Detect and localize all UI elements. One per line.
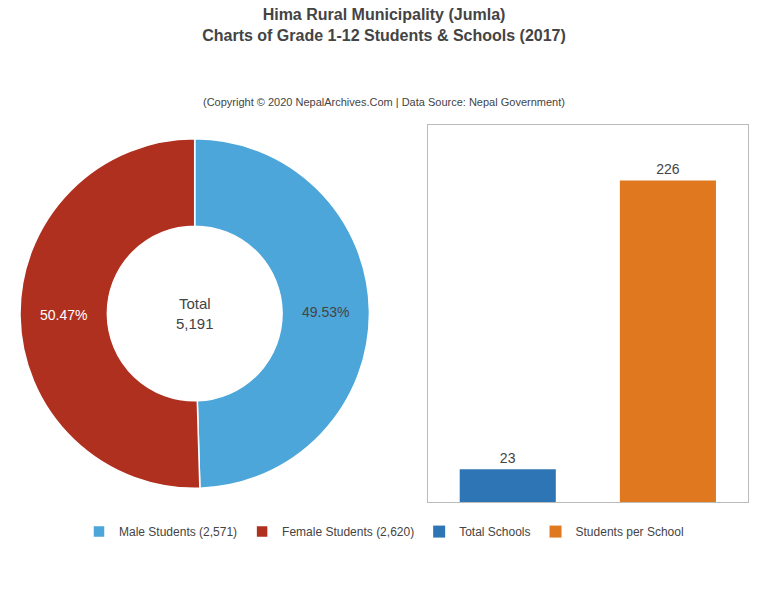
svg-text:(Copyright © 2020 NepalArchive: (Copyright © 2020 NepalArchives.Com | Da… [203, 96, 565, 108]
svg-text:49.53%: 49.53% [302, 304, 349, 320]
svg-text:Total Schools: Total Schools [459, 525, 530, 539]
svg-text:50.47%: 50.47% [40, 307, 87, 323]
svg-text:Hima Rural Municipality (Jumla: Hima Rural Municipality (Jumla)Charts of… [202, 6, 566, 44]
svg-text:226: 226 [656, 161, 680, 177]
svg-text:Female Students (2,620): Female Students (2,620) [282, 525, 414, 539]
svg-text:23: 23 [500, 450, 516, 466]
svg-text:Students per School: Students per School [576, 525, 684, 539]
svg-text:Male Students (2,571): Male Students (2,571) [119, 525, 237, 539]
svg-text:Total5,191: Total5,191 [176, 295, 214, 332]
